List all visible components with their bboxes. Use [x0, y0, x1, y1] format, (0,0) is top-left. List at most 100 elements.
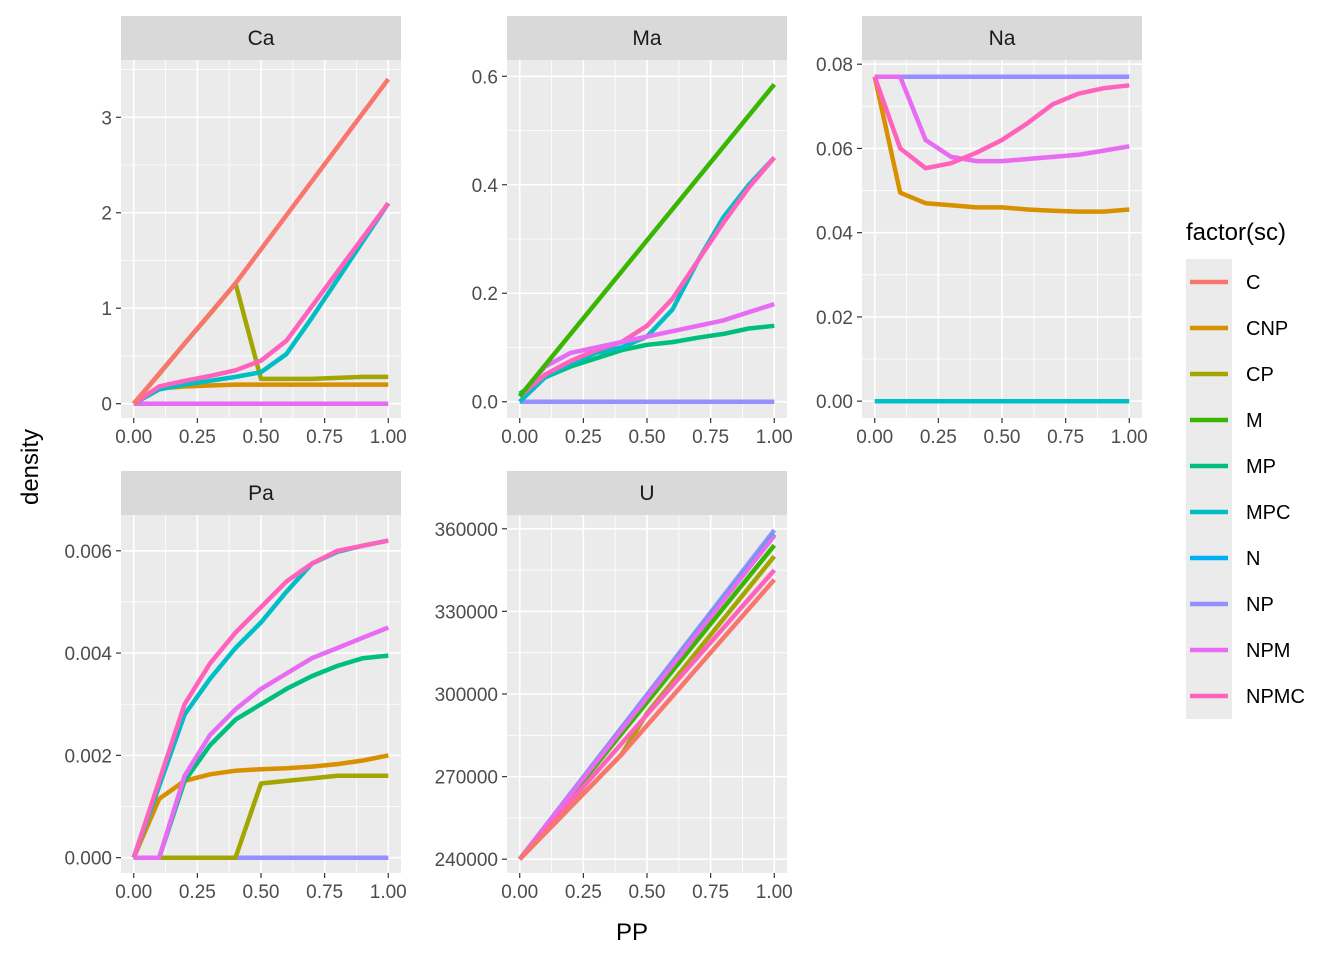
y-tick-label: 0.04 — [816, 224, 853, 245]
x-tick-label: 1.00 — [756, 882, 793, 903]
facet-strip — [121, 16, 401, 60]
x-tick-label: 0.00 — [501, 882, 538, 903]
legend: factor(sc) C CNP CP M MP MPC N NP NPM NPMC — [1186, 219, 1305, 719]
legend-title: factor(sc) — [1186, 219, 1286, 246]
x-tick-label: 0.25 — [920, 427, 957, 448]
legend-label: NP — [1246, 594, 1274, 616]
y-tick-label: 0.002 — [64, 746, 112, 767]
y-tick-label: 0.004 — [64, 644, 112, 665]
x-tick-label: 0.25 — [179, 882, 216, 903]
x-tick-label: 0.50 — [629, 427, 666, 448]
legend-item-n: N — [1186, 535, 1260, 581]
facet-strip — [507, 16, 787, 60]
legend-item-m: M — [1186, 397, 1263, 443]
x-tick-label: 0.75 — [306, 427, 343, 448]
series-line-cnp — [131, 753, 389, 859]
x-tick-label: 0.50 — [243, 427, 280, 448]
legend-item-cp: CP — [1186, 351, 1274, 397]
x-tick-label: 0.00 — [501, 427, 538, 448]
y-tick-label: 0.06 — [816, 139, 853, 160]
y-tick-label: 1 — [101, 299, 112, 320]
y-tick-label: 0.08 — [816, 55, 853, 76]
facet-panel-pa: Pa 0.00 0.25 0.50 0.75 1.00 0.000 0.002 0.004 0.0… — [64, 471, 407, 903]
legend-item-mpc: MPC — [1186, 489, 1290, 535]
legend-label: CP — [1246, 364, 1274, 386]
series-line-npm — [517, 534, 777, 861]
x-tick-label: 0.25 — [179, 427, 216, 448]
x-tick-label: 0.25 — [565, 427, 602, 448]
series-line-npmc — [131, 538, 389, 859]
y-tick-label: 0.6 — [472, 67, 498, 88]
legend-item-c: C — [1186, 259, 1260, 305]
facet-strip-label: Ma — [632, 27, 661, 50]
facet-strip — [121, 471, 401, 515]
legend-label: MP — [1246, 456, 1276, 478]
facet-strip — [862, 16, 1142, 60]
y-tick-label: 240000 — [435, 850, 498, 871]
legend-item-npmc: NPMC — [1186, 673, 1305, 719]
y-tick-label: 360000 — [435, 520, 498, 541]
y-tick-label: 300000 — [435, 685, 498, 706]
facet-panels: Ca 0.00 0.25 0.50 0.75 1.00 0 1 2 3 Ma 0.00 0.25 0.50… — [64, 16, 1148, 903]
x-tick-label: 1.00 — [1111, 427, 1148, 448]
facet-strip-label: U — [639, 482, 654, 505]
legend-item-cnp: CNP — [1186, 305, 1288, 351]
x-tick-label: 1.00 — [370, 427, 407, 448]
legend-item-npm: NPM — [1186, 627, 1290, 673]
legend-items: C CNP CP M MP MPC N NP NPM NPMC — [1186, 259, 1305, 719]
x-axis-title: PP — [616, 919, 648, 946]
series-line-npmc — [518, 568, 776, 861]
legend-item-np: NP — [1186, 581, 1274, 627]
x-tick-label: 0.75 — [306, 882, 343, 903]
y-tick-label: 270000 — [435, 768, 498, 789]
facet-panel-ma: Ma 0.00 0.25 0.50 0.75 1.00 0.0 0.2 0.4 0.6 — [472, 16, 793, 448]
y-tick-label: 0.2 — [472, 284, 498, 305]
x-tick-label: 0.50 — [243, 882, 280, 903]
series-line-npm — [874, 74, 1130, 164]
y-tick-label: 0.02 — [816, 308, 853, 329]
series-line-npmc — [132, 201, 391, 406]
y-tick-label: 0 — [101, 395, 112, 416]
series-line-cnp — [872, 76, 1130, 214]
x-tick-label: 0.25 — [565, 882, 602, 903]
facet-panel-u: U 0.00 0.25 0.50 0.75 1.00 240000 270000 300000 3… — [435, 471, 793, 903]
series-line-mpc — [132, 201, 391, 406]
series-line-npmc — [872, 76, 1130, 171]
series-line-npm — [133, 625, 390, 860]
y-tick-label: 0.006 — [64, 542, 112, 563]
x-tick-label: 0.75 — [1047, 427, 1084, 448]
legend-item-mp: MP — [1186, 443, 1276, 489]
y-tick-label: 0.4 — [472, 176, 499, 197]
legend-label: NPM — [1246, 640, 1290, 662]
y-tick-label: 3 — [101, 108, 112, 129]
x-tick-label: 1.00 — [756, 427, 793, 448]
x-tick-label: 0.00 — [115, 427, 152, 448]
x-tick-label: 0.50 — [629, 882, 666, 903]
facet-strip-label: Ca — [248, 27, 275, 50]
y-tick-label: 0.00 — [816, 392, 853, 413]
series-line-c — [518, 578, 776, 861]
y-tick-label: 0.0 — [472, 393, 498, 414]
legend-label: CNP — [1246, 318, 1288, 340]
legend-label: N — [1246, 548, 1260, 570]
facet-strip — [507, 471, 787, 515]
x-tick-label: 0.75 — [692, 427, 729, 448]
x-tick-label: 1.00 — [370, 882, 407, 903]
x-tick-label: 0.00 — [115, 882, 152, 903]
x-tick-label: 0.75 — [692, 882, 729, 903]
legend-label: NPMC — [1246, 686, 1305, 708]
legend-label: MPC — [1246, 502, 1290, 524]
facet-panel-ca: Ca 0.00 0.25 0.50 0.75 1.00 0 1 2 3 — [101, 16, 407, 448]
facet-panel-na: Na 0.00 0.25 0.50 0.75 1.00 0.00 0.02 0.04 0.06 0.… — [816, 16, 1148, 448]
facet-strip-label: Na — [989, 27, 1016, 50]
y-tick-label: 2 — [101, 204, 112, 225]
series-line-m — [517, 82, 777, 398]
y-tick-label: 330000 — [435, 602, 498, 623]
x-tick-label: 0.50 — [984, 427, 1021, 448]
series-line-npm — [517, 301, 775, 398]
series-line-cp — [133, 773, 389, 860]
series-line-npmc — [518, 156, 777, 399]
y-axis-title: density — [17, 429, 44, 505]
legend-label: C — [1246, 272, 1260, 294]
facet-strip-label: Pa — [248, 482, 274, 505]
